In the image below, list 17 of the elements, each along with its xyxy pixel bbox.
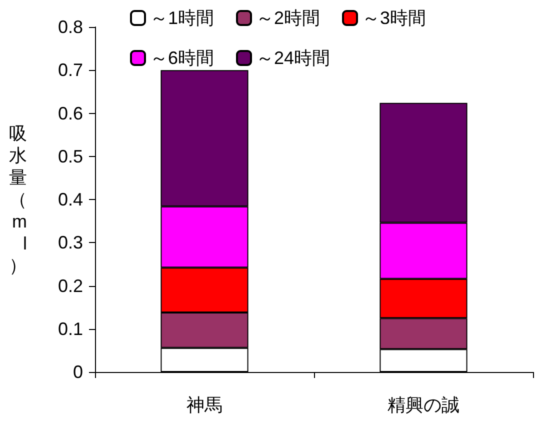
y-axis-title: 吸水量（ml） [9, 124, 27, 276]
legend-label: ～1時間 [150, 8, 214, 28]
y-tick-label: 0.6 [58, 103, 83, 124]
y-tick-label: 0.3 [58, 232, 83, 253]
y-tick-label: 0.4 [58, 190, 83, 210]
y-tick-label: 0.8 [58, 17, 83, 37]
legend-label: ～2時間 [256, 8, 320, 28]
legend-label: ～6時間 [150, 48, 214, 68]
x-tick-label: 精興の誠 [388, 395, 460, 415]
y-tick-label: 0.7 [58, 60, 83, 80]
y-tick-label: 0.1 [58, 318, 83, 339]
y-tick-label: 0.2 [58, 276, 83, 296]
legend-label: ～3時間 [362, 8, 426, 28]
x-tick-label: 神馬 [186, 395, 222, 415]
legend-label: ～24時間 [256, 48, 330, 68]
y-tick-label: 0.5 [58, 146, 83, 166]
y-tick-label: 0 [72, 362, 83, 382]
